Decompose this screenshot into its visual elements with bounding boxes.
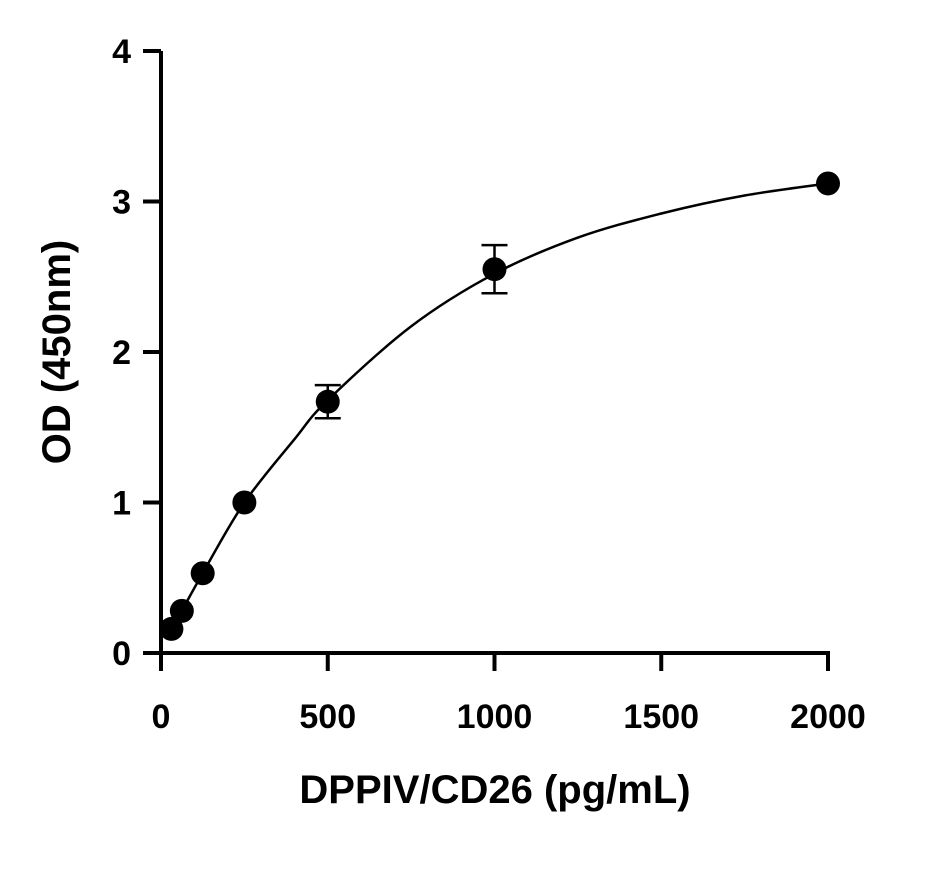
y-tick-label: 4: [112, 33, 131, 71]
data-point: [315, 389, 340, 414]
x-tick-label: 1500: [623, 698, 699, 736]
y-tick-label: 0: [112, 635, 131, 673]
x-axis-title: DPPIV/CD26 (pg/mL): [299, 768, 690, 812]
data-point: [816, 171, 840, 196]
data-points-layer: [159, 171, 840, 641]
fit-curve-layer: [166, 182, 829, 639]
data-point: [482, 257, 507, 282]
y-tick-label: 2: [112, 334, 131, 372]
y-tick-label: 3: [112, 184, 131, 222]
x-tick-label: 0: [152, 698, 171, 736]
data-point: [169, 598, 194, 623]
x-tick-label: 1000: [457, 698, 533, 736]
data-point: [159, 616, 184, 641]
y-tick-label: 1: [112, 485, 131, 523]
axes: [143, 49, 830, 671]
x-tick-label: 2000: [790, 698, 866, 736]
y-axis-title: OD (450nm): [35, 240, 79, 465]
data-point: [232, 490, 257, 515]
x-tick-label: 500: [299, 698, 356, 736]
fit-curve: [166, 182, 829, 639]
tick-labels-layer: 0 1 2 3 4 0 500 1000 1500 2000: [112, 33, 866, 736]
data-point: [190, 561, 215, 586]
